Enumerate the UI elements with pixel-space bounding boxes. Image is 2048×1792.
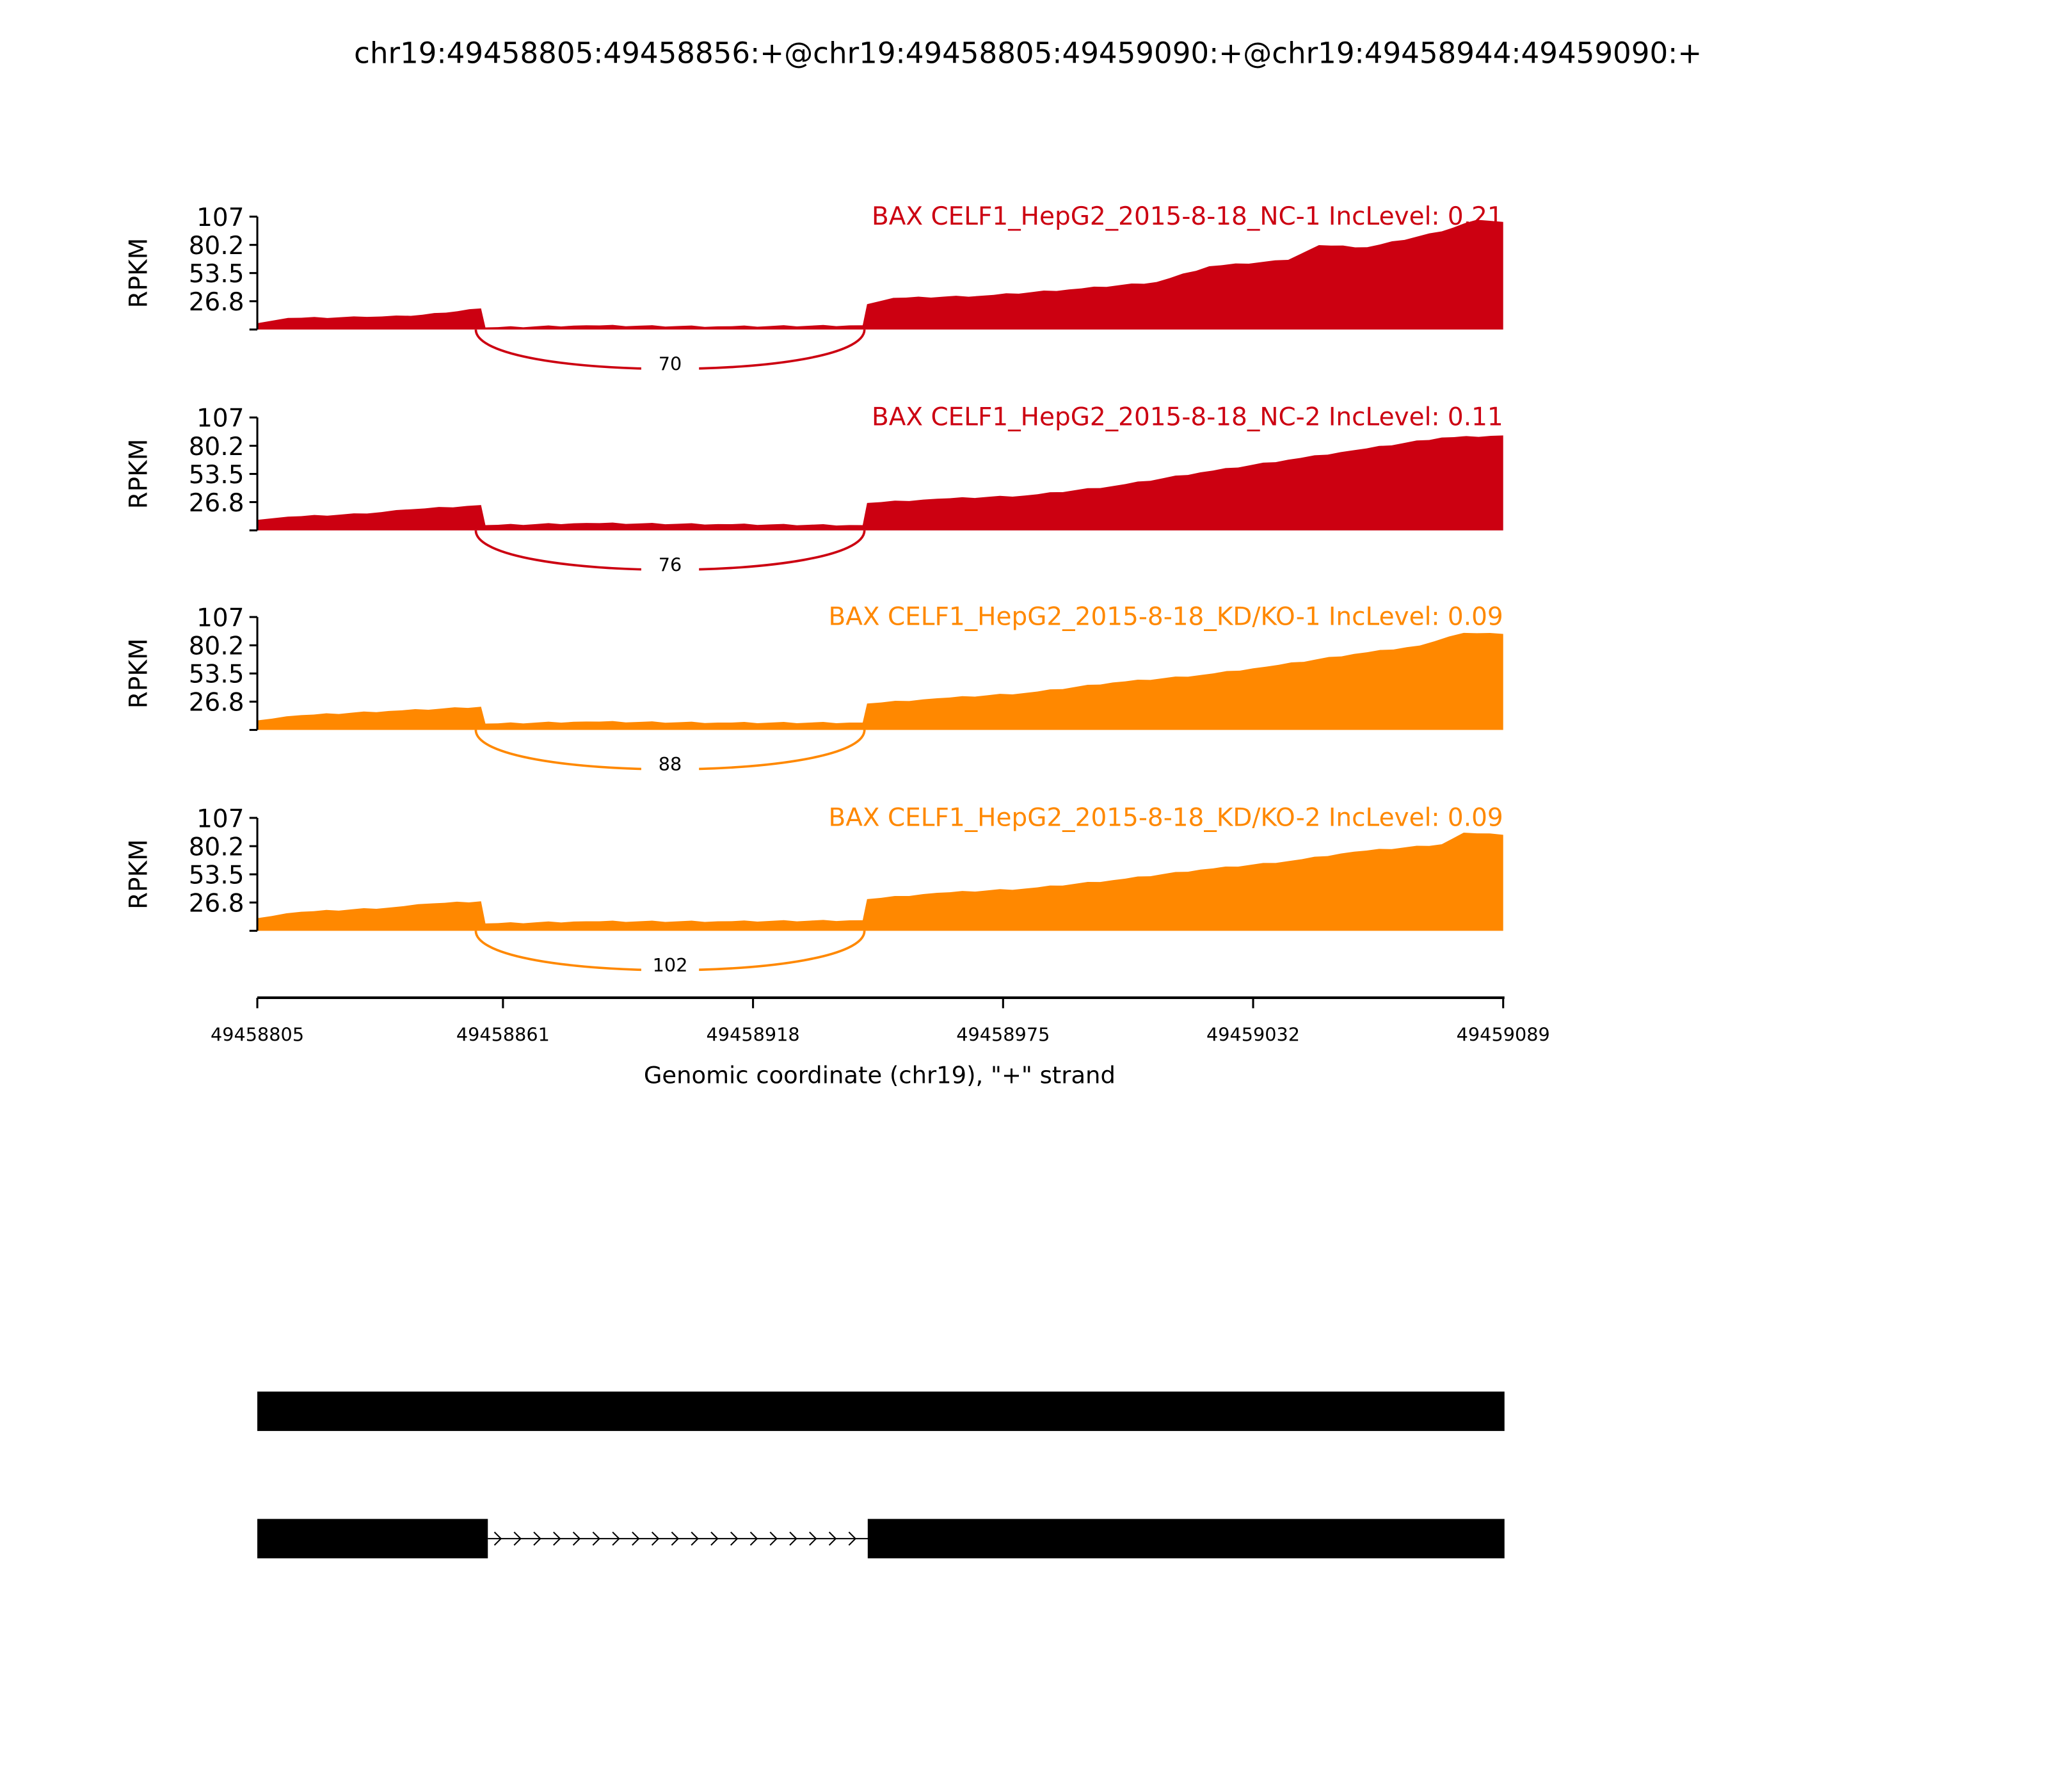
strand-arrow-icon [671,1532,680,1546]
gene-track [257,1391,1505,1558]
y-tick-label: 107 [196,404,244,433]
y-tick-label: 53.5 [189,861,244,890]
strand-arrow-icon [789,1532,797,1546]
y-tick-label: 26.8 [189,489,244,518]
y-tick-label: 80.2 [189,433,244,461]
y-tick-label: 107 [196,204,244,232]
x-tick-label: 49458805 [211,1024,304,1046]
strand-arrow-icon [493,1532,502,1546]
y-tick-label: 80.2 [189,833,244,861]
chart-title: chr19:49458805:49458856:+@chr19:49458805… [354,36,1702,70]
panel-label: BAX CELF1_HepG2_2015-8-18_NC-2 IncLevel:… [872,403,1503,432]
y-tick-label: 53.5 [189,660,244,689]
strand-arrow-icon [612,1532,620,1546]
strand-arrow-icon [749,1532,758,1546]
junction-count: 88 [659,753,682,775]
strand-arrow-icon [730,1532,739,1546]
exon-block [257,1391,1505,1431]
exon-block [867,1519,1505,1558]
strand-arrow-icon [769,1532,778,1546]
y-tick-label: 53.5 [189,260,244,289]
x-tick-label: 49458975 [956,1024,1050,1046]
y-tick-label: 80.2 [189,232,244,260]
strand-arrow-icon [809,1532,817,1546]
coverage-area [257,833,1503,931]
transcript-1 [257,1391,1505,1431]
strand-arrow-icon [848,1532,857,1546]
junction-label-bg [641,952,700,976]
strand-arrow-icon [592,1532,601,1546]
y-tick-label: 26.8 [189,890,244,918]
junction-label-bg [641,551,700,575]
x-tick-label: 49459089 [1457,1024,1550,1046]
y-tick-label: 53.5 [189,461,244,490]
y-axis-label: RPKM [125,638,154,708]
junction-label-bg [641,350,700,374]
y-axis-label: RPKM [125,238,154,308]
junction-count: 102 [653,954,688,976]
coverage-area [257,220,1503,330]
transcript-2 [257,1519,1505,1558]
strand-arrow-icon [710,1532,719,1546]
x-tick-label: 49459032 [1206,1024,1300,1046]
strand-arrow-icon [572,1532,581,1546]
strand-arrow-icon [513,1532,522,1546]
y-tick-label: 26.8 [189,288,244,317]
x-axis: 49458805 49458861 49458918 49458975 49459032… [211,996,1550,1046]
y-axis-label: RPKM [125,439,154,509]
y-tick-label: 80.2 [189,632,244,661]
panel-label: BAX CELF1_HepG2_2015-8-18_KD/KO-1 IncLev… [828,602,1503,631]
x-axis-label: Genomic coordinate (chr19), "+" strand [644,1061,1116,1089]
y-tick-label: 107 [196,604,244,632]
panel-label: BAX CELF1_HepG2_2015-8-18_NC-1 IncLevel:… [872,202,1503,231]
exon-block [257,1519,488,1558]
strand-arrow-icon [553,1532,561,1546]
strand-arrow-icon [828,1532,837,1546]
strand-arrow-icon [651,1532,660,1546]
junction-count: 76 [659,554,682,575]
y-tick-label: 107 [196,804,244,833]
y-tick-label: 26.8 [189,689,244,717]
strand-arrow-icon [691,1532,699,1546]
y-axis-label: RPKM [125,839,154,909]
strand-arrow-icon [533,1532,541,1546]
x-tick-label: 49458861 [456,1024,550,1046]
panel-label: BAX CELF1_HepG2_2015-8-18_KD/KO-2 IncLev… [828,803,1503,832]
junction-label-bg [641,751,700,775]
coverage-area [257,435,1503,531]
x-tick-label: 49458918 [707,1024,800,1046]
coverage-area [257,632,1503,730]
strand-arrow-icon [632,1532,640,1546]
junction-count: 70 [659,353,682,374]
